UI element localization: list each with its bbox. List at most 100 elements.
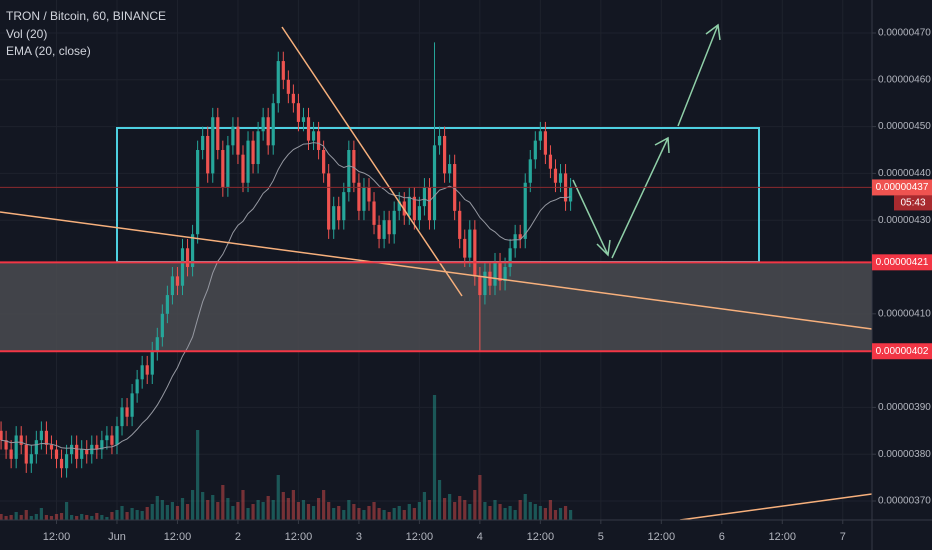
- candle-body: [483, 271, 487, 296]
- candle-body: [24, 444, 28, 464]
- volume-bar: [276, 475, 280, 520]
- volume-bar: [518, 500, 522, 520]
- volume-bar: [246, 508, 250, 520]
- volume-bar: [14, 512, 18, 520]
- volume-bar: [95, 513, 99, 520]
- price-axis: [872, 0, 932, 550]
- candle-body: [251, 140, 255, 165]
- volume-bar: [327, 502, 331, 520]
- candle-body: [427, 187, 432, 221]
- volume-layer: [0, 395, 573, 520]
- volume-bar: [478, 475, 482, 520]
- candle-body: [160, 313, 164, 338]
- volume-bar: [301, 500, 306, 520]
- candle-body: [80, 449, 84, 459]
- candle-body: [367, 187, 371, 202]
- volume-bar: [322, 490, 326, 520]
- candle-body: [322, 149, 326, 174]
- candle-body: [135, 379, 139, 394]
- axis-labels: 0.00000470 0.00000460 0.00000450 0.00000440…: [43, 28, 932, 543]
- volume-bar: [372, 502, 376, 520]
- candle-body: [493, 262, 497, 286]
- candle-body: [201, 135, 205, 150]
- x-tick-label: Jun: [108, 531, 126, 543]
- volume-bar: [39, 508, 43, 520]
- candle-body: [448, 164, 452, 174]
- volume-bar: [422, 492, 427, 520]
- candle-body: [392, 210, 396, 235]
- volume-bar: [558, 508, 563, 520]
- candle-body: [422, 187, 427, 207]
- candle-body: [332, 206, 336, 230]
- volume-bar: [407, 504, 411, 520]
- candle-body: [528, 159, 532, 183]
- arrow: [677, 24, 719, 127]
- candle-body: [437, 135, 442, 146]
- volume-bar: [211, 495, 215, 520]
- volume-bar: [266, 496, 270, 520]
- volume-bar: [196, 430, 200, 520]
- candle-body: [14, 435, 18, 459]
- candle-body: [306, 117, 311, 141]
- candle-body: [100, 440, 104, 450]
- candle-body: [463, 238, 467, 258]
- volume-bar: [332, 508, 336, 520]
- volume-bar: [206, 500, 210, 520]
- volume-bar: [150, 504, 154, 520]
- volume-bar: [110, 512, 114, 520]
- candle-body: [372, 201, 376, 225]
- candle-body: [180, 248, 185, 286]
- candle-body: [387, 220, 391, 235]
- candle-body: [558, 173, 563, 183]
- candle-body: [568, 187, 573, 202]
- volume-bar: [165, 505, 169, 520]
- volume-bar: [347, 500, 351, 520]
- volume-bar: [397, 506, 401, 520]
- x-tick-label: 12:00: [43, 531, 71, 543]
- candle-body: [64, 454, 69, 469]
- candle-body: [352, 149, 356, 183]
- countdown-label: 05:43: [900, 198, 925, 209]
- candle-body: [523, 182, 527, 239]
- volume-bar: [437, 480, 442, 520]
- volume-bar: [427, 500, 432, 520]
- arrow: [611, 137, 669, 259]
- candle-body: [236, 126, 240, 155]
- volume-bar: [85, 515, 89, 520]
- y-tick-label: 0.00000450: [878, 121, 931, 132]
- candle-body: [362, 187, 366, 211]
- volume-bar: [342, 510, 346, 520]
- x-tick-label: 6: [719, 531, 725, 543]
- candle-body: [347, 149, 351, 193]
- candle-body: [488, 271, 492, 286]
- volume-bar: [130, 508, 134, 520]
- candle-body: [337, 206, 341, 221]
- volume-bar: [201, 492, 205, 520]
- candle-body: [327, 173, 331, 230]
- volume-bar: [0, 514, 3, 520]
- candle-body: [185, 248, 190, 267]
- volume-bar: [251, 504, 255, 520]
- volume-bar: [533, 504, 537, 520]
- candle-body: [85, 449, 89, 455]
- candle-body: [196, 149, 200, 235]
- volume-bar: [9, 515, 13, 520]
- candle-body: [311, 131, 316, 141]
- candle-body: [150, 351, 154, 375]
- volume-bar: [29, 516, 33, 520]
- candle-body: [155, 337, 159, 352]
- volume-bar: [70, 515, 74, 520]
- candle-body: [503, 266, 507, 282]
- volume-bar: [362, 510, 366, 520]
- candle-body: [49, 444, 54, 450]
- volume-bar: [523, 494, 527, 520]
- candle-body: [9, 449, 13, 459]
- candle-body: [498, 262, 502, 282]
- candle-body: [110, 435, 114, 445]
- candle-body: [357, 182, 361, 211]
- volume-bar: [508, 506, 512, 520]
- volume-bar: [120, 506, 124, 520]
- volume-bar: [271, 500, 275, 520]
- x-tick-label: 12:00: [164, 531, 192, 543]
- candle-body: [140, 365, 144, 380]
